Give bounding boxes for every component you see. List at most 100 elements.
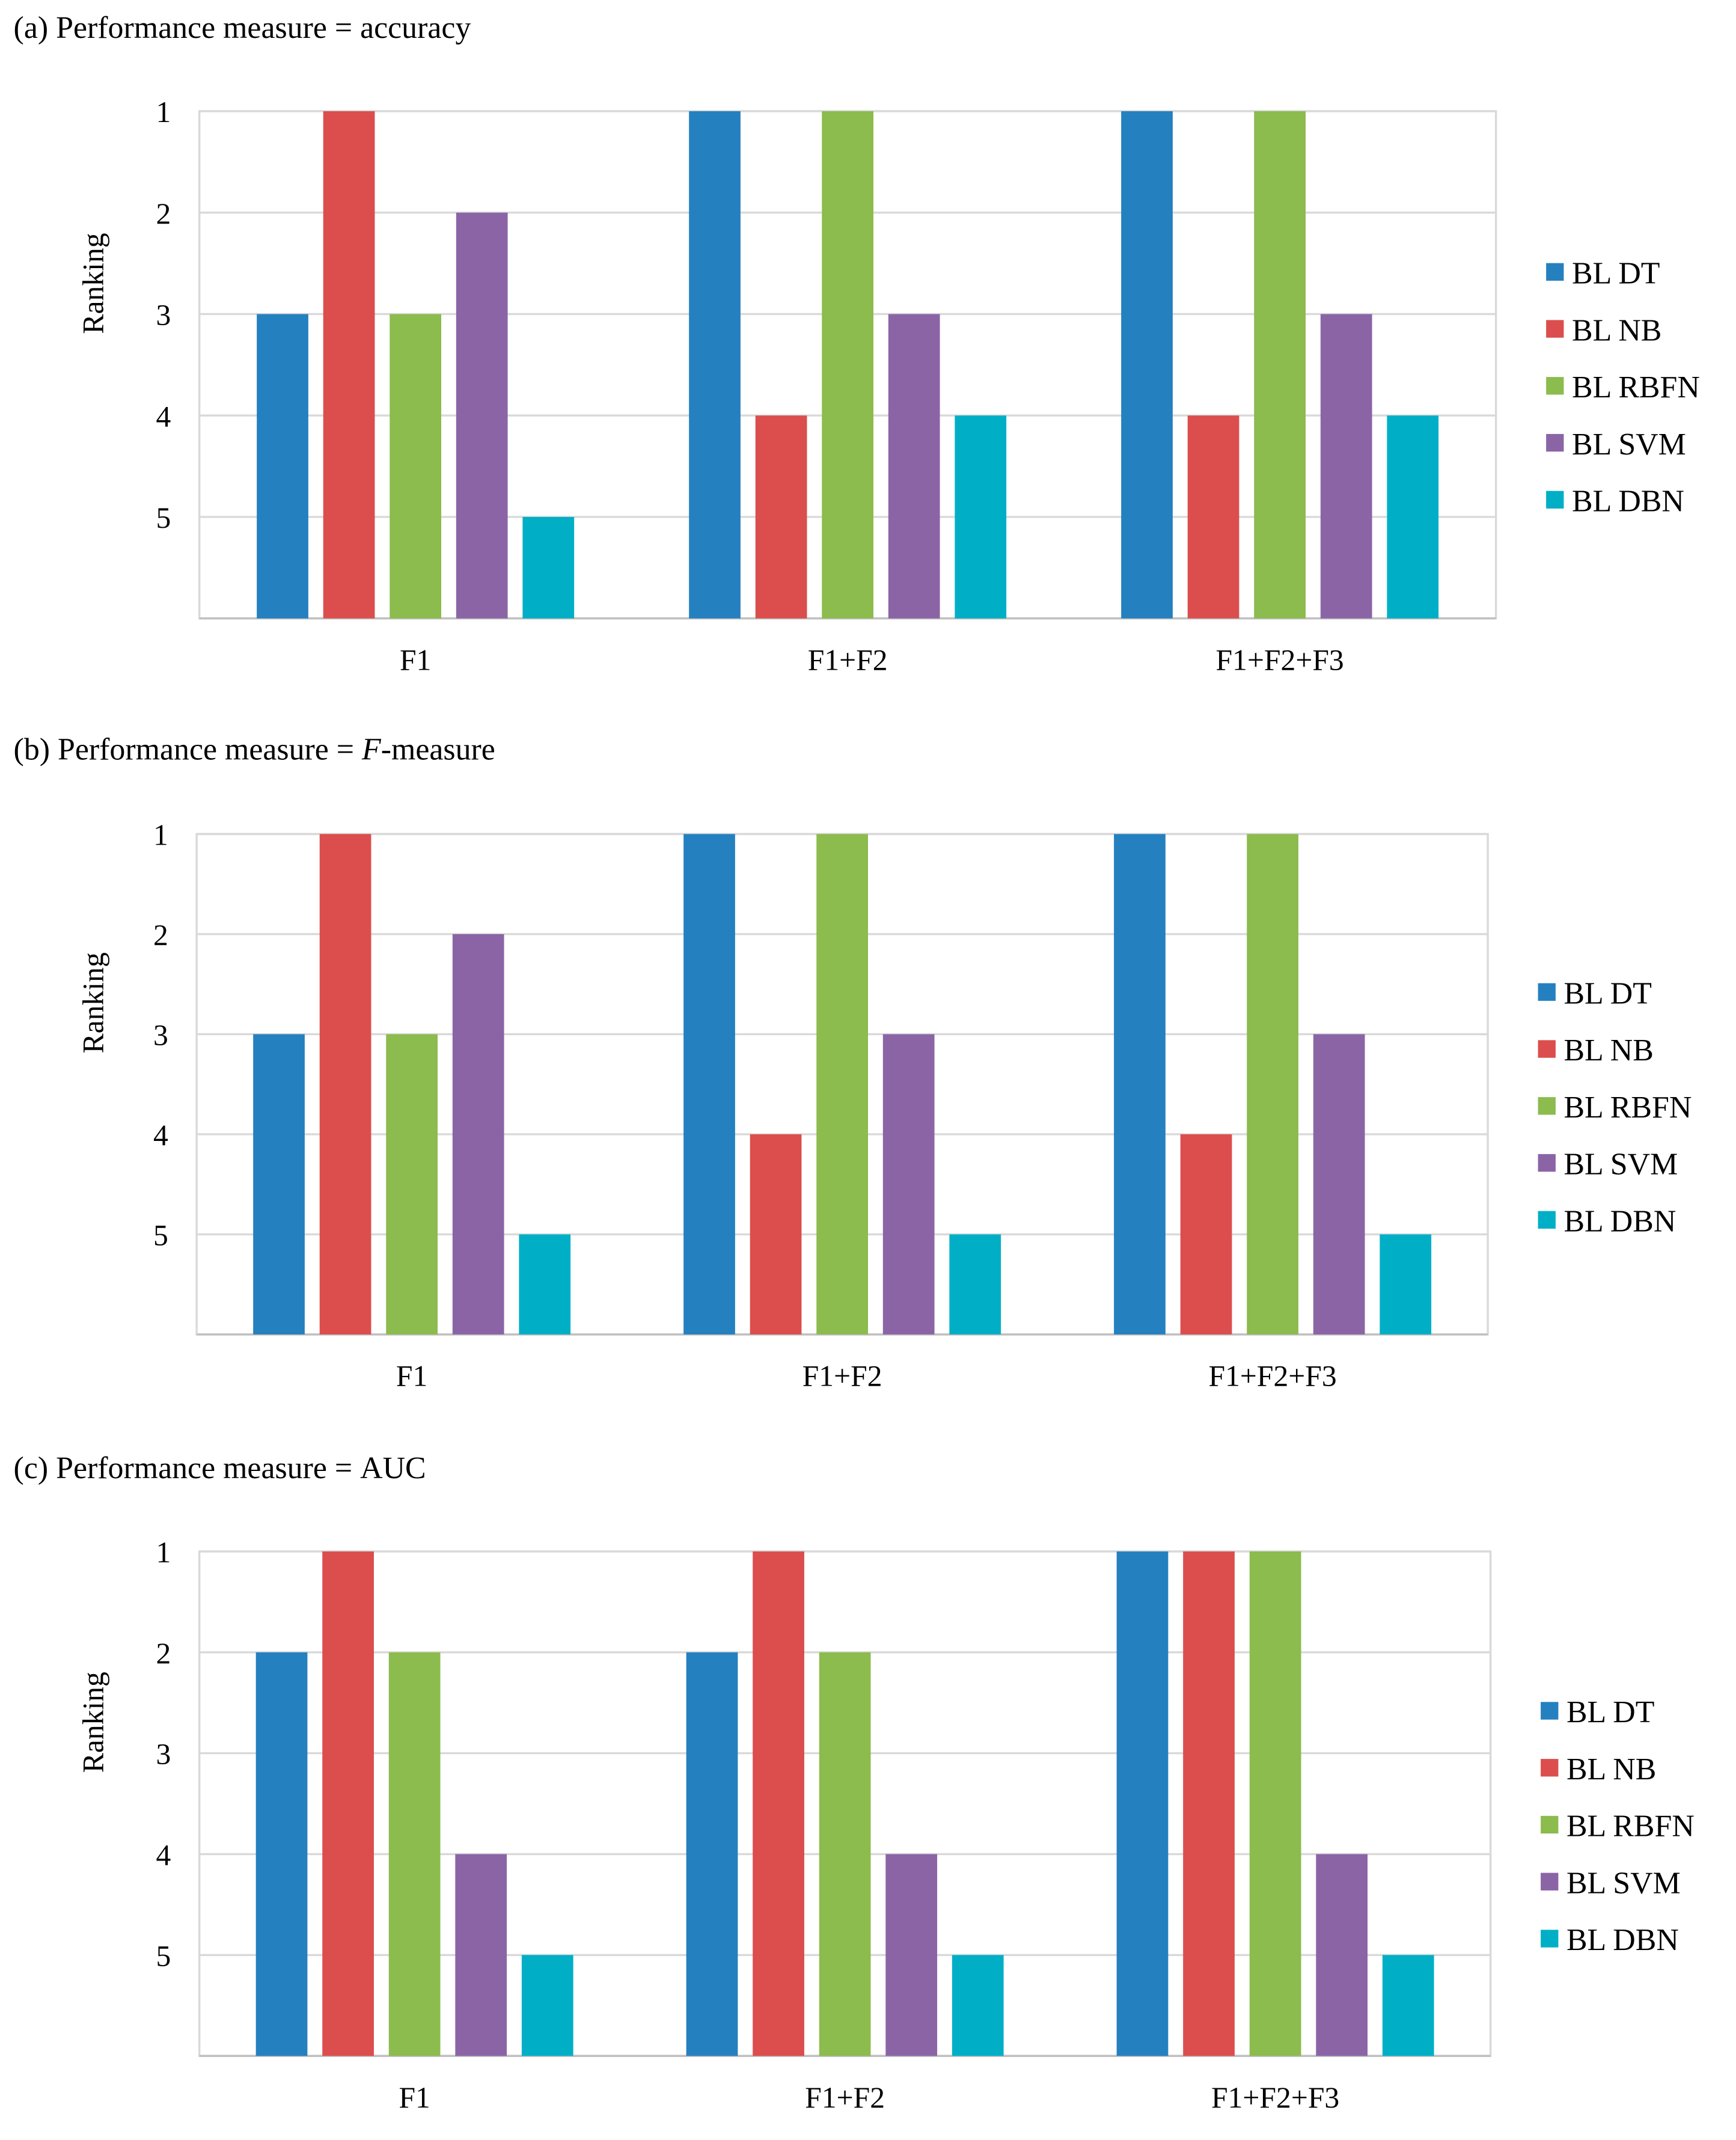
y-tick-label: 3 xyxy=(153,1018,168,1051)
legend-swatch xyxy=(1541,1702,1559,1720)
legend-label: BL SVM xyxy=(1566,1866,1681,1900)
bar-bl-dbn-f1-f2 xyxy=(949,1234,1001,1334)
bar-bl-dt-f1-f2-f3 xyxy=(1114,834,1166,1334)
y-tick-label: 5 xyxy=(156,501,171,534)
chart-panel-c: (c) Performance measure = AUC 1 2 3 4 5 Rankin… xyxy=(14,1451,1695,2114)
chart-title-suffix: accuracy xyxy=(360,11,471,45)
legend-swatch xyxy=(1546,433,1564,452)
bar-bl-rbfn-f1 xyxy=(386,1034,438,1334)
legend-label: BL RBFN xyxy=(1563,1090,1692,1125)
bar-bl-rbfn-f1 xyxy=(388,1652,441,2056)
legend-swatch xyxy=(1538,1097,1556,1115)
bar-bl-nb-f1-f2-f3 xyxy=(1180,1134,1232,1334)
chart-title-suffix: -measure xyxy=(381,732,495,766)
legend-swatch xyxy=(1546,491,1564,509)
x-tick-label: F1+F2+F3 xyxy=(1216,643,1344,676)
bar-bl-dt-f1-f2-f3 xyxy=(1116,1551,1169,2056)
legend-swatch xyxy=(1541,1872,1559,1891)
bar-bl-dbn-f1-f2 xyxy=(955,415,1007,619)
y-tick-label: 5 xyxy=(156,1939,171,1972)
bar-bl-nb-f1 xyxy=(323,111,375,619)
legend-swatch xyxy=(1538,1211,1556,1229)
bar-bl-rbfn-f1-f2 xyxy=(816,834,868,1334)
bar-bl-nb-f1-f2-f3 xyxy=(1187,415,1239,619)
y-tick-label: 4 xyxy=(153,1119,168,1152)
chart-title-suffix: AUC xyxy=(360,1451,426,1485)
legend-label: BL SVM xyxy=(1563,1148,1678,1182)
chart-title: (b) Performance measure = F-measure xyxy=(14,732,495,766)
bar-bl-nb-f1-f2 xyxy=(755,415,807,619)
chart-title-prefix: (a) Performance measure = xyxy=(14,11,361,45)
bar-bl-svm-f1 xyxy=(456,212,508,619)
legend-swatch xyxy=(1546,263,1564,281)
bar-bl-nb-f1 xyxy=(322,1551,374,2056)
chart-title-prefix: (b) Performance measure = xyxy=(14,732,362,766)
bar-bl-dbn-f1-f2 xyxy=(952,1955,1004,2056)
bar-bl-rbfn-f1-f2-f3 xyxy=(1247,834,1298,1334)
bar-bl-dbn-f1 xyxy=(519,1234,571,1334)
bar-bl-dbn-f1 xyxy=(522,516,575,619)
legend-swatch xyxy=(1546,320,1564,338)
legend-swatch xyxy=(1538,983,1556,1001)
bar-bl-dt-f1-f2-f3 xyxy=(1121,111,1173,619)
bar-bl-dbn-f1-f2-f3 xyxy=(1382,1955,1434,2056)
y-tick-label: 3 xyxy=(156,299,171,332)
bar-bl-nb-f1-f2 xyxy=(750,1134,802,1334)
legend-label: BL RBFN xyxy=(1566,1809,1695,1844)
legend-label: BL NB xyxy=(1566,1752,1656,1787)
bar-bl-svm-f1-f2 xyxy=(888,314,940,619)
bar-bl-svm-f1 xyxy=(452,934,504,1334)
legend-swatch xyxy=(1541,1759,1559,1777)
legend-swatch xyxy=(1541,1930,1559,1948)
y-tick-label: 1 xyxy=(156,96,171,129)
chart-panel-b: (b) Performance measure = F-measure 1 2 3 4 5… xyxy=(14,732,1692,1392)
bar-bl-nb-f1-f2-f3 xyxy=(1183,1551,1235,2056)
bar-bl-nb-f1-f2 xyxy=(753,1551,804,2056)
legend-label: BL SVM xyxy=(1572,427,1686,462)
bar-bl-svm-f1-f2 xyxy=(882,1034,935,1334)
bar-bl-svm-f1 xyxy=(455,1854,507,2056)
x-tick-label: F1+F2 xyxy=(808,643,888,676)
bar-bl-rbfn-f1-f2 xyxy=(822,111,874,619)
bar-bl-rbfn-f1-f2-f3 xyxy=(1249,1551,1301,2056)
x-tick-label: F1 xyxy=(396,1360,427,1393)
legend-label: BL NB xyxy=(1572,313,1661,347)
bar-bl-dt-f1 xyxy=(257,314,308,619)
chart-title-prefix: (c) Performance measure = xyxy=(14,1451,361,1485)
legend-label: BL DBN xyxy=(1572,485,1684,519)
legend-label: BL RBFN xyxy=(1572,370,1700,405)
chart-panel-a: (a) Performance measure = accuracy 1 2 3 4 5 R… xyxy=(14,11,1700,676)
bar-bl-nb-f1 xyxy=(319,834,371,1334)
bar-bl-dt-f1 xyxy=(253,1034,305,1334)
y-tick-label: 1 xyxy=(153,819,168,852)
bar-bl-dt-f1 xyxy=(255,1652,308,2056)
x-tick-label: F1+F2 xyxy=(802,1360,882,1393)
legend-swatch xyxy=(1541,1815,1559,1834)
y-tick-label: 2 xyxy=(153,919,168,952)
bar-bl-dt-f1-f2 xyxy=(686,1652,738,2056)
bar-bl-rbfn-f1-f2-f3 xyxy=(1254,111,1306,619)
legend-label: BL DT xyxy=(1572,257,1660,291)
x-tick-label: F1+F2+F3 xyxy=(1211,2081,1339,2114)
y-tick-label: 1 xyxy=(156,1536,171,1569)
y-tick-label: 5 xyxy=(153,1218,168,1252)
legend-label: BL DT xyxy=(1566,1695,1654,1729)
y-axis-label: Ranking xyxy=(76,1672,109,1773)
bar-bl-svm-f1-f2-f3 xyxy=(1320,314,1372,619)
x-tick-label: F1 xyxy=(400,643,431,676)
bar-bl-dt-f1-f2 xyxy=(689,111,741,619)
bar-bl-rbfn-f1 xyxy=(390,314,442,619)
y-tick-label: 4 xyxy=(156,400,171,433)
legend-label: BL DT xyxy=(1563,976,1651,1010)
legend-label: BL NB xyxy=(1563,1033,1653,1068)
legend-label: BL DBN xyxy=(1563,1204,1676,1238)
bar-bl-svm-f1-f2 xyxy=(885,1854,938,2056)
chart-title-italic: F xyxy=(361,732,382,766)
y-tick-label: 3 xyxy=(156,1738,171,1771)
bar-bl-svm-f1-f2-f3 xyxy=(1316,1854,1368,2056)
y-tick-label: 4 xyxy=(156,1838,171,1871)
legend-swatch xyxy=(1546,377,1564,395)
bar-bl-dbn-f1-f2-f3 xyxy=(1387,415,1439,619)
y-tick-label: 2 xyxy=(156,1637,171,1670)
